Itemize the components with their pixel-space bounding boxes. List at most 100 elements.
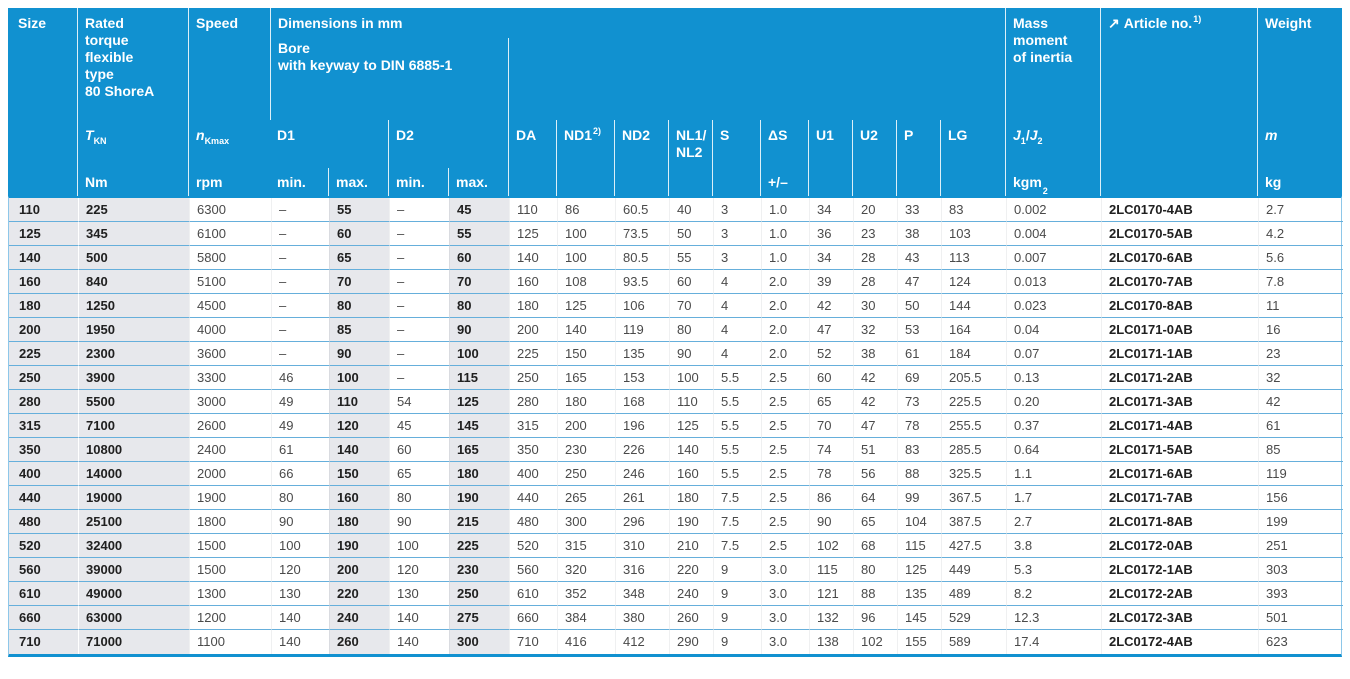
cell-weight: 251 — [1258, 534, 1343, 558]
cell-d1_max: 80 — [329, 294, 389, 318]
cell-inertia: 0.37 — [1006, 414, 1101, 438]
cell-delta_s: 3.0 — [761, 630, 809, 654]
cell-da: 440 — [509, 486, 557, 510]
cell-article_no: 2LC0170-6AB — [1101, 246, 1258, 270]
cell-delta_s: 2.0 — [761, 270, 809, 294]
torque-symbol: T — [85, 127, 94, 143]
cell-d2_max: 230 — [449, 558, 509, 582]
col-symbol-inertia: J1/J2 — [1005, 120, 1100, 168]
inertia-symbol-j2-sub: 2 — [1037, 135, 1043, 146]
cell-torque: 49000 — [78, 582, 189, 606]
cell-d2_max: 45 — [449, 198, 509, 222]
cell-weight: 303 — [1258, 558, 1343, 582]
cell-weight: 42 — [1258, 390, 1343, 414]
cell-weight: 199 — [1258, 510, 1343, 534]
cell-speed: 1500 — [189, 534, 271, 558]
cell-inertia: 1.7 — [1006, 486, 1101, 510]
cell-torque: 63000 — [78, 606, 189, 630]
cell-delta_s: 1.0 — [761, 246, 809, 270]
cell-d2_min: – — [389, 294, 449, 318]
cell-speed: 1800 — [189, 510, 271, 534]
cell-da: 480 — [509, 510, 557, 534]
cell-lg: 205.5 — [941, 366, 1006, 390]
cell-inertia: 5.3 — [1006, 558, 1101, 582]
cell-d2_max: 190 — [449, 486, 509, 510]
cell-d1_min: – — [271, 198, 329, 222]
cell-inertia: 3.8 — [1006, 534, 1101, 558]
col-header-p: P — [896, 120, 940, 196]
cell-nd1: 86 — [557, 198, 615, 222]
cell-d1_min: 100 — [271, 534, 329, 558]
cell-delta_s: 2.5 — [761, 414, 809, 438]
cell-speed: 1900 — [189, 486, 271, 510]
cell-d2_min: – — [389, 366, 449, 390]
cell-nd2: 80.5 — [615, 246, 669, 270]
cell-p: 38 — [897, 222, 941, 246]
cell-article_no: 2LC0171-5AB — [1101, 438, 1258, 462]
cell-da: 180 — [509, 294, 557, 318]
cell-nd1: 300 — [557, 510, 615, 534]
cell-nd2: 60.5 — [615, 198, 669, 222]
cell-size: 350 — [9, 438, 78, 462]
cell-u1: 90 — [809, 510, 853, 534]
cell-d2_max: 55 — [449, 222, 509, 246]
cell-delta_s: 1.0 — [761, 198, 809, 222]
cell-d2_min: 140 — [389, 606, 449, 630]
cell-nd2: 246 — [615, 462, 669, 486]
cell-nd1: 100 — [557, 246, 615, 270]
cell-inertia: 0.13 — [1006, 366, 1101, 390]
cell-u1: 39 — [809, 270, 853, 294]
article-no-label: Article no. — [1123, 15, 1193, 31]
cell-lg: 184 — [941, 342, 1006, 366]
cell-lg: 83 — [941, 198, 1006, 222]
col-unit-d1-max: max. — [328, 168, 388, 196]
cell-speed: 4000 — [189, 318, 271, 342]
cell-size: 610 — [9, 582, 78, 606]
cell-da: 400 — [509, 462, 557, 486]
cell-speed: 6300 — [189, 198, 271, 222]
cell-da: 110 — [509, 198, 557, 222]
cell-nl1_nl2: 40 — [669, 198, 713, 222]
cell-d2_max: 80 — [449, 294, 509, 318]
spec-table: Size Rated torque flexible type 80 Shore… — [8, 8, 1343, 657]
cell-u2: 102 — [853, 630, 897, 654]
cell-da: 660 — [509, 606, 557, 630]
cell-nd1: 180 — [557, 390, 615, 414]
cell-article_no: 2LC0172-3AB — [1101, 606, 1258, 630]
torque-symbol-sub: KN — [93, 135, 107, 146]
cell-d1_min: – — [271, 318, 329, 342]
col-header-u1: U1 — [808, 120, 852, 196]
cell-s: 4 — [713, 318, 761, 342]
cell-nl1_nl2: 240 — [669, 582, 713, 606]
cell-p: 43 — [897, 246, 941, 270]
cell-u1: 70 — [809, 414, 853, 438]
cell-nl1_nl2: 220 — [669, 558, 713, 582]
cell-d2_max: 225 — [449, 534, 509, 558]
nd1-label: ND1 — [564, 127, 593, 143]
cell-nd2: 412 — [615, 630, 669, 654]
col-unit-d1-min: min. — [277, 174, 306, 190]
cell-nd1: 416 — [557, 630, 615, 654]
dimensions-title: Dimensions in mm — [278, 15, 403, 31]
cell-torque: 7100 — [78, 414, 189, 438]
inertia-unit: kgm — [1013, 174, 1042, 190]
cell-d1_min: 80 — [271, 486, 329, 510]
col-header-s: S — [712, 120, 760, 196]
cell-nl1_nl2: 125 — [669, 414, 713, 438]
cell-size: 660 — [9, 606, 78, 630]
cell-da: 560 — [509, 558, 557, 582]
cell-lg: 387.5 — [941, 510, 1006, 534]
cell-article_no: 2LC0172-1AB — [1101, 558, 1258, 582]
cell-d2_max: 250 — [449, 582, 509, 606]
cell-d2_min: 60 — [389, 438, 449, 462]
cell-delta_s: 2.5 — [761, 534, 809, 558]
cell-delta_s: 3.0 — [761, 558, 809, 582]
cell-d1_min: 49 — [271, 414, 329, 438]
cell-torque: 5500 — [78, 390, 189, 414]
cell-delta_s: 3.0 — [761, 606, 809, 630]
cell-d1_max: 100 — [329, 366, 389, 390]
cell-da: 280 — [509, 390, 557, 414]
col-symbol-speed: nKmax — [188, 120, 270, 168]
cell-d2_max: 180 — [449, 462, 509, 486]
cell-speed: 1200 — [189, 606, 271, 630]
